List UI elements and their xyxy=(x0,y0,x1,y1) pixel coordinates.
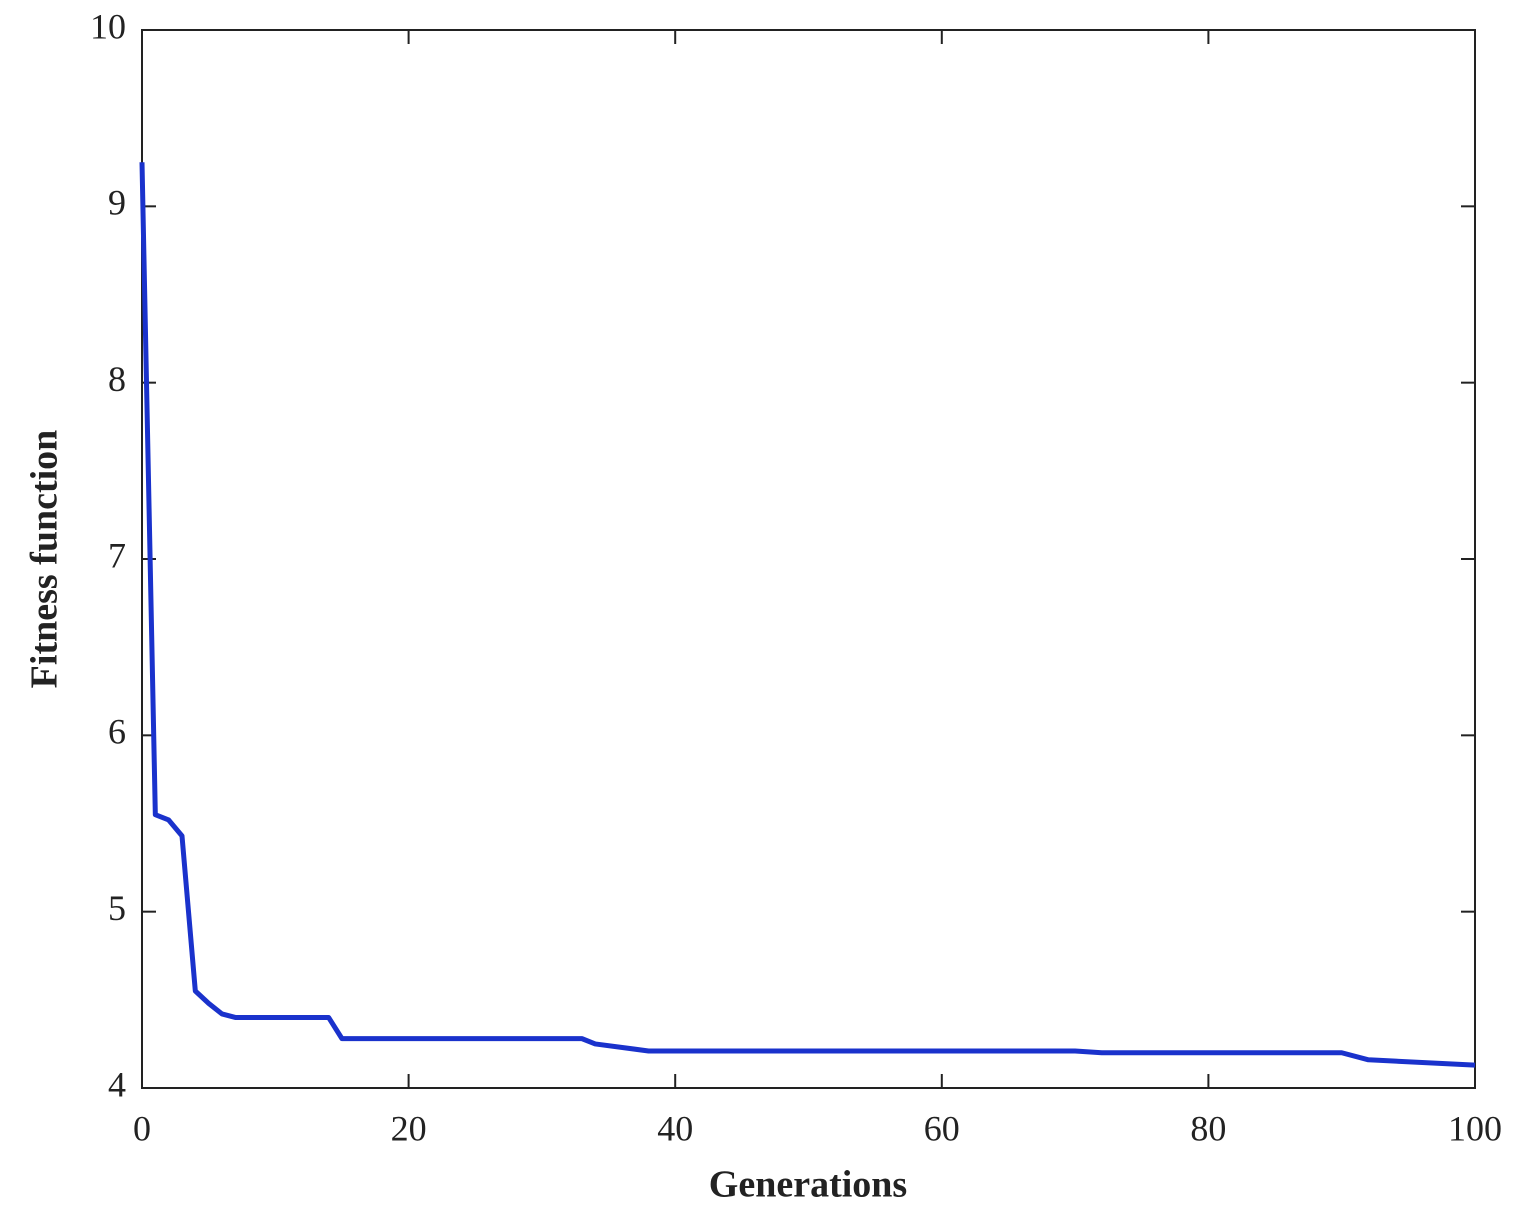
plot-frame xyxy=(141,29,1476,1089)
y-tick-label: 7 xyxy=(108,535,126,575)
y-tick-label: 8 xyxy=(108,359,126,399)
x-tick-label: 0 xyxy=(133,1108,151,1148)
x-tick-label: 100 xyxy=(1448,1108,1502,1148)
x-tick-label: 80 xyxy=(1190,1108,1226,1148)
y-tick-label: 4 xyxy=(108,1064,126,1104)
y-tick-label: 6 xyxy=(108,712,126,752)
x-tick-label: 40 xyxy=(657,1108,693,1148)
x-tick-label: 20 xyxy=(391,1108,427,1148)
y-axis-title: Fitness function xyxy=(24,430,66,689)
y-tick-label: 9 xyxy=(108,183,126,223)
y-tick-label: 5 xyxy=(108,888,126,928)
x-tick-label: 60 xyxy=(924,1108,960,1148)
x-axis-title: Generations xyxy=(709,1164,907,1206)
y-tick-label: 10 xyxy=(90,6,126,46)
data-line xyxy=(139,162,1476,1068)
